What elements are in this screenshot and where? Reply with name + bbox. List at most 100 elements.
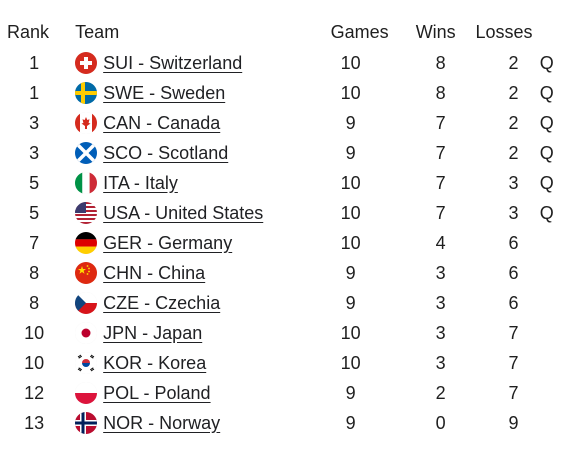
team-link[interactable]: CZE - Czechia — [103, 292, 221, 313]
team-link[interactable]: SCO - Scotland — [103, 142, 229, 163]
losses-cell: 9 — [508, 412, 519, 433]
flag-china-icon — [75, 262, 98, 284]
team-link[interactable]: GER - Germany — [103, 232, 233, 253]
qualified-badge: Q — [539, 172, 554, 193]
team-cell: SWE - Sweden — [75, 78, 312, 108]
rank-cell: 3 — [29, 112, 40, 133]
table-row: 1 SUI - Switzerland 10 8 2 Q — [0, 48, 561, 78]
team-link[interactable]: KOR - Korea — [103, 352, 207, 373]
team-cell: JPN - Japan — [75, 318, 312, 348]
games-cell: 10 — [340, 352, 361, 373]
table-row: 3 CAN - Canada 9 7 2 Q — [0, 108, 561, 138]
wins-cell: 3 — [435, 292, 446, 313]
games-cell: 9 — [345, 112, 356, 133]
losses-cell: 3 — [508, 172, 519, 193]
qualified-badge — [533, 318, 561, 348]
losses-cell: 7 — [508, 352, 519, 373]
table-row: 12 POL - Poland 9 2 7 — [0, 378, 561, 408]
games-cell: 9 — [345, 382, 356, 403]
standings-body: 1 SUI - Switzerland 10 8 2 Q 1 SWE - Swe… — [0, 48, 561, 438]
wins-cell: 2 — [435, 382, 446, 403]
games-header: Games — [330, 21, 389, 42]
rank-cell: 1 — [29, 52, 40, 73]
qualified-badge: Q — [539, 82, 554, 103]
losses-cell: 6 — [508, 262, 519, 283]
losses-cell: 2 — [508, 142, 519, 163]
team-link[interactable]: SWE - Sweden — [103, 82, 226, 103]
table-row: 3 SCO - Scotland 9 7 2 Q — [0, 138, 561, 168]
wins-cell: 4 — [435, 232, 446, 253]
qualified-badge — [533, 408, 561, 438]
table-row: 1 SWE - Sweden 10 8 2 Q — [0, 78, 561, 108]
losses-cell: 2 — [508, 52, 519, 73]
qualified-badge — [533, 348, 561, 378]
table-row: 7 GER - Germany 10 4 6 — [0, 228, 561, 258]
losses-cell: 2 — [508, 112, 519, 133]
qualified-badge — [533, 288, 561, 318]
team-cell: POL - Poland — [75, 378, 312, 408]
games-cell: 9 — [345, 412, 356, 433]
wins-cell: 3 — [435, 352, 446, 373]
games-cell: 10 — [340, 202, 361, 223]
flag-italy-icon — [75, 172, 98, 194]
team-link[interactable]: ITA - Italy — [103, 172, 178, 193]
wins-cell: 7 — [435, 172, 446, 193]
flag-usa-icon — [75, 202, 98, 224]
team-link[interactable]: SUI - Switzerland — [103, 52, 243, 73]
team-cell: KOR - Korea — [75, 348, 312, 378]
team-link[interactable]: POL - Poland — [103, 382, 211, 403]
flag-sweden-icon — [75, 82, 98, 104]
team-link[interactable]: JPN - Japan — [103, 322, 203, 343]
losses-cell: 7 — [508, 382, 519, 403]
team-cell: GER - Germany — [75, 228, 312, 258]
wins-cell: 7 — [435, 202, 446, 223]
table-row: 10 KOR - Korea 10 3 7 — [0, 348, 561, 378]
games-cell: 9 — [345, 292, 356, 313]
team-cell: SCO - Scotland — [75, 138, 312, 168]
rank-cell: 5 — [29, 202, 40, 223]
qualified-badge — [533, 378, 561, 408]
rank-cell: 7 — [29, 232, 40, 253]
team-link[interactable]: CHN - China — [103, 262, 206, 283]
team-cell: ITA - Italy — [75, 168, 312, 198]
table-row: 8 CHN - China 9 3 6 — [0, 258, 561, 288]
team-cell: CZE - Czechia — [75, 288, 312, 318]
table-row: 10 JPN - Japan 10 3 7 — [0, 318, 561, 348]
losses-cell: 6 — [508, 232, 519, 253]
rank-cell: 3 — [29, 142, 40, 163]
team-cell: SUI - Switzerland — [75, 48, 312, 78]
qualified-badge — [533, 258, 561, 288]
wins-cell: 0 — [435, 412, 446, 433]
team-cell: CAN - Canada — [75, 108, 312, 138]
flag-japan-icon — [75, 322, 98, 344]
qualified-badge: Q — [539, 52, 554, 73]
games-cell: 10 — [340, 172, 361, 193]
flag-switzerland-icon — [75, 52, 98, 74]
flag-poland-icon — [75, 382, 98, 404]
flag-germany-icon — [75, 232, 98, 254]
qualified-badge: Q — [539, 112, 554, 133]
team-link[interactable]: USA - United States — [103, 202, 264, 223]
team-cell: NOR - Norway — [75, 408, 312, 438]
table-row: 8 CZE - Czechia 9 3 6 — [0, 288, 561, 318]
team-link[interactable]: NOR - Norway — [103, 412, 221, 433]
losses-cell: 2 — [508, 82, 519, 103]
qualified-badge — [533, 228, 561, 258]
wins-cell: 3 — [435, 322, 446, 343]
qualified-badge: Q — [539, 202, 554, 223]
flag-korea-icon — [75, 352, 98, 374]
rank-cell: 10 — [24, 322, 45, 343]
rank-cell: 5 — [29, 172, 40, 193]
table-row: 5 USA - United States 10 7 3 Q — [0, 198, 561, 228]
team-cell: CHN - China — [75, 258, 312, 288]
wins-cell: 8 — [435, 52, 446, 73]
flag-norway-icon — [75, 412, 98, 434]
losses-cell: 3 — [508, 202, 519, 223]
losses-header: Losses — [475, 21, 533, 42]
wins-cell: 7 — [435, 112, 446, 133]
team-link[interactable]: CAN - Canada — [103, 112, 221, 133]
rank-cell: 8 — [29, 262, 40, 283]
rank-header: Rank — [7, 21, 50, 42]
table-row: 5 ITA - Italy 10 7 3 Q — [0, 168, 561, 198]
flag-canada-icon — [75, 112, 98, 134]
